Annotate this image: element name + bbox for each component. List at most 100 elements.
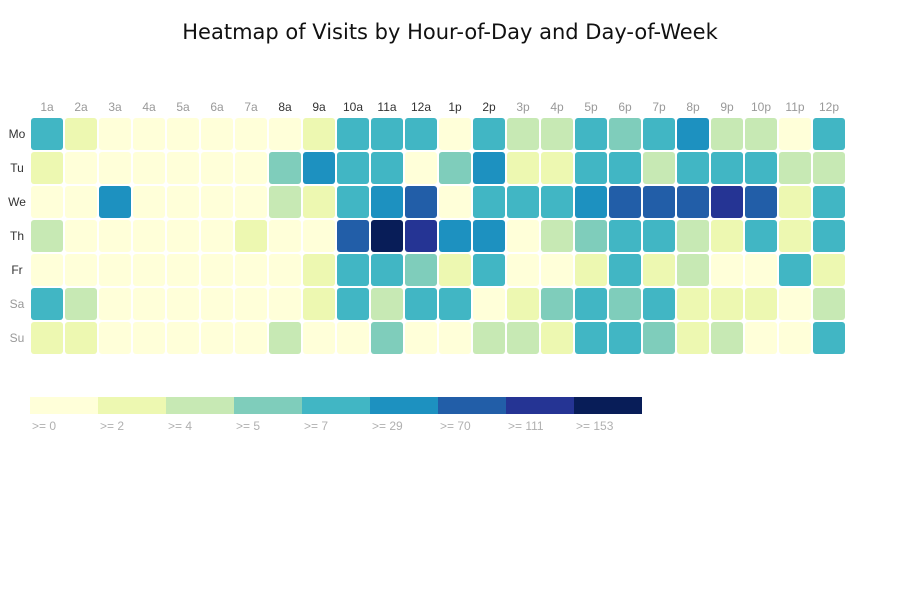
heatmap-cell: [65, 220, 97, 252]
heatmap-cell: [609, 288, 641, 320]
heatmap-cell: [813, 220, 845, 252]
heatmap-cell: [677, 220, 709, 252]
x-tick-label: 8p: [686, 100, 700, 114]
heatmap-cell: [303, 152, 335, 184]
legend-swatch: [302, 397, 370, 414]
heatmap-cell: [235, 220, 267, 252]
heatmap-cells: [31, 118, 845, 354]
y-tick-label: Sa: [10, 297, 25, 311]
heatmap-cell: [473, 152, 505, 184]
heatmap-cell: [473, 118, 505, 150]
heatmap-cell: [99, 118, 131, 150]
heatmap-cell: [813, 322, 845, 354]
heatmap-cell: [575, 322, 607, 354]
heatmap-cell: [133, 186, 165, 218]
heatmap-cell: [609, 186, 641, 218]
heatmap-cell: [779, 152, 811, 184]
heatmap-cell: [439, 118, 471, 150]
heatmap-cell: [473, 322, 505, 354]
heatmap-cell: [133, 322, 165, 354]
heatmap-cell: [269, 186, 301, 218]
x-axis-tick-labels: 1a 2a 3a 4a 5a 6a 7a 8a 9a 10a 11a 12a 1p 2p 3p 4p 5p 6p 7…: [40, 100, 839, 114]
heatmap-cell: [405, 186, 437, 218]
heatmap-cell: [65, 254, 97, 286]
legend-swatch: [370, 397, 438, 414]
x-tick-label: 2a: [74, 100, 88, 114]
heatmap-cell: [99, 288, 131, 320]
heatmap-cell: [711, 288, 743, 320]
heatmap-cell: [609, 322, 641, 354]
heatmap-cell: [269, 322, 301, 354]
heatmap-cell: [371, 118, 403, 150]
heatmap-cell: [337, 152, 369, 184]
heatmap-cell: [99, 322, 131, 354]
heatmap-cell: [677, 152, 709, 184]
heatmap-cell: [65, 118, 97, 150]
y-tick-label: Fr: [11, 263, 22, 277]
heatmap-cell: [779, 322, 811, 354]
legend-swatch: [506, 397, 574, 414]
heatmap-cell: [371, 220, 403, 252]
y-tick-label: Su: [10, 331, 25, 345]
heatmap-cell: [541, 254, 573, 286]
heatmap-cell: [65, 186, 97, 218]
heatmap-cell: [643, 288, 675, 320]
heatmap-cell: [473, 220, 505, 252]
x-tick-label: 2p: [482, 100, 496, 114]
x-tick-label: 10p: [751, 100, 771, 114]
x-tick-label: 1p: [448, 100, 462, 114]
heatmap-cell: [99, 152, 131, 184]
heatmap-cell: [337, 288, 369, 320]
heatmap-cell: [813, 254, 845, 286]
heatmap-cell: [405, 254, 437, 286]
heatmap-cell: [31, 220, 63, 252]
heatmap-cell: [643, 220, 675, 252]
heatmap-cell: [711, 118, 743, 150]
heatmap-cell: [507, 220, 539, 252]
heatmap-cell: [337, 322, 369, 354]
heatmap-cell: [167, 118, 199, 150]
heatmap-cell: [813, 118, 845, 150]
heatmap-cell: [405, 288, 437, 320]
heatmap-cell: [643, 118, 675, 150]
x-tick-label: 10a: [343, 100, 363, 114]
heatmap-cell: [711, 322, 743, 354]
heatmap-cell: [745, 322, 777, 354]
y-tick-label: We: [8, 195, 26, 209]
legend-swatch: [166, 397, 234, 414]
heatmap-cell: [235, 186, 267, 218]
heatmap-cell: [439, 254, 471, 286]
heatmap-cell: [779, 288, 811, 320]
heatmap-cell: [235, 288, 267, 320]
heatmap-cell: [643, 186, 675, 218]
heatmap-cell: [677, 254, 709, 286]
heatmap-cell: [575, 220, 607, 252]
heatmap-cell: [31, 152, 63, 184]
heatmap-cell: [473, 288, 505, 320]
heatmap-cell: [31, 288, 63, 320]
heatmap-cell: [99, 186, 131, 218]
heatmap-cell: [541, 288, 573, 320]
heatmap-cell: [745, 186, 777, 218]
legend-label: >= 0: [32, 419, 56, 433]
heatmap-cell: [745, 254, 777, 286]
heatmap-cell: [779, 118, 811, 150]
heatmap-cell: [99, 220, 131, 252]
heatmap-cell: [371, 254, 403, 286]
legend-swatch: [234, 397, 302, 414]
heatmap-cell: [371, 322, 403, 354]
heatmap-cell: [439, 152, 471, 184]
chart-title: Heatmap of Visits by Hour-of-Day and Day…: [182, 20, 718, 44]
heatmap-cell: [745, 288, 777, 320]
heatmap-cell: [269, 152, 301, 184]
heatmap-cell: [337, 254, 369, 286]
legend-swatch: [574, 397, 642, 414]
heatmap-cell: [473, 186, 505, 218]
heatmap-cell: [813, 288, 845, 320]
heatmap-cell: [507, 118, 539, 150]
heatmap-cell: [371, 288, 403, 320]
color-legend: >= 0 >= 2 >= 4 >= 5 >= 7 >= 29 >= 70 >= 111 >= 1…: [30, 397, 642, 433]
x-tick-label: 8a: [278, 100, 292, 114]
heatmap-cell: [337, 118, 369, 150]
x-tick-label: 6a: [210, 100, 224, 114]
